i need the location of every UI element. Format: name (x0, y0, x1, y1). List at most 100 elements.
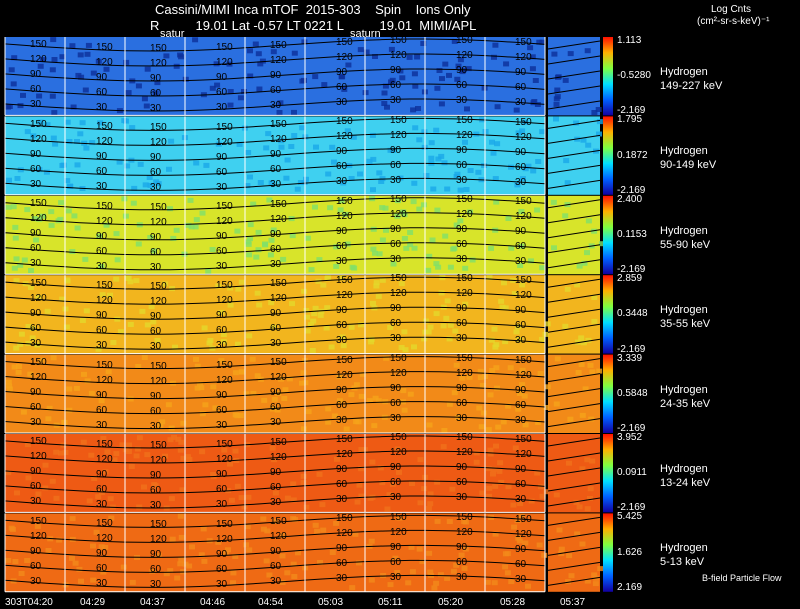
pixel-cell (300, 480, 307, 486)
contour-label: 150 (336, 275, 353, 287)
pixel-cell (50, 37, 57, 43)
pixel-cell (519, 176, 526, 182)
pixel-cell (394, 213, 401, 219)
pixel-cell (155, 181, 162, 187)
contour-label: 90 (216, 548, 228, 560)
pixel-cell (488, 337, 495, 343)
pixel-cell (167, 568, 174, 574)
pixel-cell (536, 542, 543, 548)
pixel-cell (343, 426, 350, 432)
contour-label: 90 (390, 541, 402, 553)
pixel-cell (415, 106, 421, 111)
pixel-cell (107, 292, 113, 298)
pixel-cell (358, 466, 365, 472)
contour-label: 120 (96, 56, 113, 68)
pitch-angle-contour (4, 574, 546, 588)
pixel-cell (187, 197, 194, 203)
pixel-cell (227, 102, 234, 108)
contour-label: 60 (30, 84, 42, 96)
pixel-cell (587, 496, 593, 501)
pixel-cell (103, 66, 110, 72)
pixel-cell (382, 205, 389, 211)
pixel-cell (357, 171, 363, 177)
b-field-note: B-field Particle Flow (702, 573, 782, 583)
pixel-cell (151, 248, 157, 254)
contour-label: 30 (270, 337, 282, 349)
pixel-cell (36, 167, 43, 173)
pixel-cell (443, 315, 450, 321)
pixel-cell (70, 104, 77, 110)
contour-label: 30 (456, 571, 468, 583)
pixel-cell (420, 41, 427, 46)
pixel-cell (425, 267, 432, 273)
pixel-cell (529, 66, 536, 72)
pixel-cell (491, 580, 498, 586)
pixel-cell (79, 120, 86, 126)
pixel-cell (85, 42, 92, 48)
contour-label: 90 (336, 305, 348, 317)
pixel-cell (433, 311, 440, 317)
pixel-cell (78, 578, 84, 584)
pitch-angle-contour (4, 68, 546, 82)
contour-label: 120 (336, 449, 353, 461)
contour-label: 120 (150, 454, 167, 466)
energy-range-label: 55-90 keV (660, 238, 711, 251)
pixel-cell (519, 382, 526, 388)
pixel-cell (30, 133, 37, 139)
contour-label: 30 (216, 181, 228, 193)
pixel-cell (591, 295, 598, 300)
contour-label: 120 (390, 367, 407, 379)
species-label: Hydrogen (660, 463, 708, 475)
units-label: Log Cnts (711, 4, 752, 15)
pixel-cell (505, 403, 512, 409)
pixel-cell (408, 544, 415, 550)
pitch-angle-contour (547, 55, 601, 65)
contour-label: 120 (336, 290, 353, 302)
pixel-cell (464, 106, 470, 112)
pixel-cell (370, 246, 377, 252)
contour-label: 120 (216, 454, 233, 466)
pixel-cell (416, 206, 423, 212)
contour-label: 60 (336, 399, 348, 411)
pixel-cell (333, 520, 340, 526)
pixel-cell (459, 375, 466, 381)
pixel-cell (433, 580, 440, 586)
pixel-cell (10, 204, 17, 210)
pixel-cell (338, 275, 345, 281)
pixel-cell (29, 335, 36, 341)
pixel-cell (227, 302, 234, 308)
contour-label: 90 (336, 146, 348, 158)
pixel-cell (333, 244, 340, 250)
pixel-cell (596, 368, 603, 374)
contour-label: 120 (456, 209, 473, 221)
pixel-cell (390, 261, 397, 267)
pixel-cell (303, 308, 310, 313)
pixel-cell (74, 139, 80, 144)
channel-label: Hydrogen 24-35 keV (660, 383, 710, 411)
pixel-cell (246, 333, 253, 339)
pixel-cell (27, 285, 34, 290)
pixel-cell (14, 490, 20, 496)
pitch-angle-contour (4, 291, 546, 305)
contour-label: 90 (30, 466, 42, 478)
pixel-cell (291, 133, 298, 138)
pixel-cell (490, 150, 497, 156)
pixel-cell (433, 261, 440, 267)
contour-label: 60 (150, 246, 162, 258)
pixel-cell (28, 268, 34, 273)
pixel-cell (278, 138, 285, 144)
pixel-cell (440, 323, 447, 329)
pixel-cell (257, 180, 264, 185)
pixel-cell (488, 245, 494, 251)
contour-label: 150 (216, 280, 233, 292)
pixel-cell (152, 483, 159, 489)
pixel-cell (434, 85, 441, 91)
contour-label: 150 (270, 39, 287, 51)
pixel-cell (578, 362, 585, 367)
pixel-cell (367, 495, 374, 501)
contour-label: 60 (515, 241, 527, 253)
pixel-cell (301, 288, 308, 294)
pixel-cell (83, 145, 90, 151)
contour-label: 120 (390, 447, 407, 459)
pixel-cell (25, 475, 32, 481)
